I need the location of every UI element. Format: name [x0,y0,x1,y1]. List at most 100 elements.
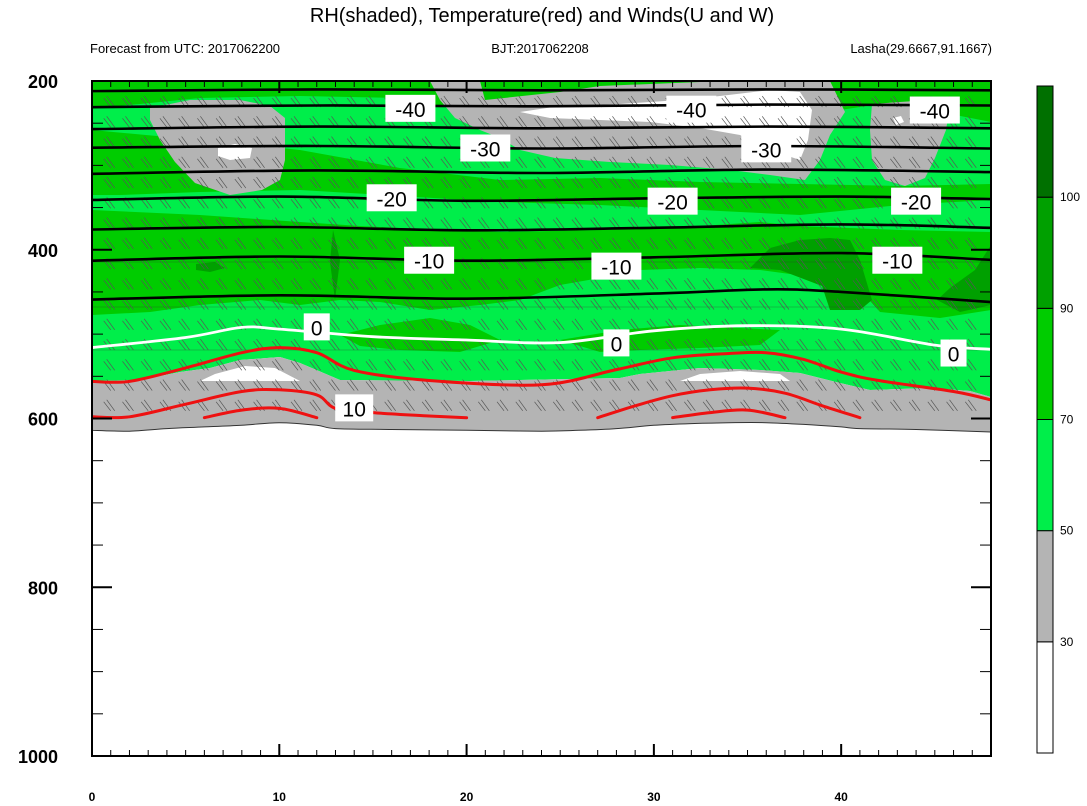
wind-barb [684,399,696,412]
wind-barb [515,399,528,412]
wind-barb [946,237,958,250]
y-tick-label: 400 [28,241,58,261]
wind-barb [721,156,734,169]
contour-label-box [460,134,511,162]
wind-barb [103,278,116,290]
wind-barb [590,359,602,371]
wind-barb [833,399,846,412]
wind-barb [534,217,546,229]
wind-barb [253,278,265,290]
wind-barb [609,116,621,128]
wind-barb [721,359,734,371]
wind-barb [197,338,209,351]
forecast-label: Forecast from UTC: 2017062200 [90,41,280,56]
wind-barb [328,197,340,209]
wind-barb [421,176,434,189]
wind-barb [964,318,977,331]
wind-barb [384,298,396,310]
wind-barb [609,298,621,310]
rh-dark-green-region [196,262,225,272]
colorbar-label: 100 [1060,190,1080,204]
wind-barb [646,176,659,189]
wind-barb [852,257,865,270]
wind-barb [552,136,565,148]
wind-barb [890,298,902,310]
wind-barb [290,257,303,270]
wind-barb [609,156,621,169]
y-tick-label: 200 [28,72,58,92]
wind-barb [253,298,265,310]
wind-barb [871,399,883,412]
wind-barb [384,318,396,331]
contour-label: 10 [343,398,366,421]
wind-barb [684,278,696,290]
wind-barb [552,176,565,189]
wind-barb [684,257,696,270]
wind-barb [927,237,940,250]
colorbar-label: 50 [1060,524,1074,538]
wind-barb [946,379,958,391]
wind-barb [590,338,602,351]
wind-barb [702,176,715,189]
wind-barb [646,278,659,290]
wind-barb [290,156,303,169]
wind-barb [515,116,528,128]
wind-barb [815,338,827,351]
wind-barb [140,156,153,169]
wind-barb [197,257,209,270]
wind-barb [178,257,190,270]
wind-barb [534,156,546,169]
wind-barb [590,156,602,169]
wind-barb [646,257,659,270]
wind-barb [478,217,490,229]
wind-barb [515,156,528,169]
wind-barb [590,318,602,331]
wind-barb [871,359,883,371]
wind-barb [627,318,640,331]
wind-barb [459,318,471,331]
wind-barb [328,338,340,351]
wind-barb [927,176,940,189]
wind-barb [440,217,453,229]
wind-barb [758,338,771,351]
wind-barb [590,217,602,229]
wind-barb [290,176,303,189]
wind-barb [702,298,715,310]
colorbar-label: 70 [1060,413,1074,427]
wind-barb [609,237,621,250]
wind-barb [253,197,265,209]
wind-barb [552,278,565,290]
wind-barb [309,298,322,310]
wind-barb [890,156,902,169]
wind-barb [796,176,808,189]
wind-barb [140,359,153,371]
wind-barb [215,156,228,169]
wind-barb [908,136,921,148]
contour-label: -20 [901,192,931,215]
colorbar-swatch [1036,641,1054,754]
wind-barb [852,379,865,391]
wind-barb [534,318,546,331]
wind-barb [478,399,490,412]
wind-barb [478,298,490,310]
wind-barb [365,359,378,371]
wind-barb [140,399,153,412]
wind-barb [927,298,940,310]
wind-barb [627,237,640,250]
wind-barb [478,116,490,128]
wind-barb [215,298,228,310]
wind-barb [777,379,790,391]
wind-barb [515,237,528,250]
wind-barb [403,298,415,310]
wind-barb [403,379,415,391]
wind-barb [290,298,303,310]
contour-label: 0 [311,317,323,340]
wind-barb [665,338,677,351]
wind-barb [140,278,153,290]
wind-barb [515,359,528,371]
colorbar-swatch [1036,530,1054,643]
wind-barb [515,217,528,229]
wind-barb [927,399,940,412]
wind-barb [833,257,846,270]
x-tick-label: 30 [647,790,661,804]
